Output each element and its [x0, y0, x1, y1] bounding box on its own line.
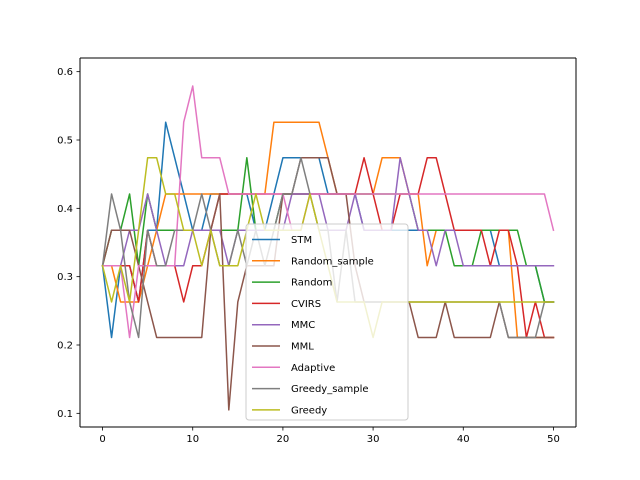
- y-tick-label: 0.1: [57, 409, 73, 420]
- legend-items: STM Random_sample Random CVIRS MMC MML Adaptiv…: [252, 235, 374, 416]
- series-line-adaptive: [101, 85, 555, 339]
- y-tick-label: 0.6: [57, 67, 73, 78]
- legend-box: [245, 223, 409, 421]
- x-tick-label: 50: [547, 434, 560, 445]
- legend-label: MML: [291, 342, 314, 353]
- y-axis: 0.1 0.2 0.3 0.4 0.5 0.6: [57, 67, 80, 420]
- series-line-mml: [101, 157, 555, 411]
- legend-label: Adaptive: [291, 363, 335, 374]
- y-tick-label: 0.2: [57, 341, 73, 352]
- legend-label: Greedy_sample: [291, 384, 369, 395]
- y-tick-label: 0.3: [57, 272, 73, 283]
- legend-label: Greedy: [291, 405, 327, 416]
- legend: STM Random_sample Random CVIRS MMC MML Adaptiv…: [245, 223, 409, 421]
- y-tick-label: 0.4: [57, 204, 73, 215]
- legend-label: STM: [291, 235, 312, 246]
- x-tick-label: 0: [99, 434, 105, 445]
- legend-label: Random: [291, 278, 332, 289]
- x-axis: 0 10 20 30 40 50: [99, 427, 560, 445]
- x-tick-label: 10: [186, 434, 199, 445]
- x-tick-label: 40: [457, 434, 470, 445]
- x-tick-label: 20: [277, 434, 290, 445]
- x-tick-label: 30: [367, 434, 380, 445]
- legend-label: MMC: [291, 320, 315, 331]
- axes-frame: [79, 57, 577, 428]
- y-tick-label: 0.5: [57, 136, 73, 147]
- legend-label: Random_sample: [291, 256, 374, 267]
- legend-label: CVIRS: [291, 299, 321, 310]
